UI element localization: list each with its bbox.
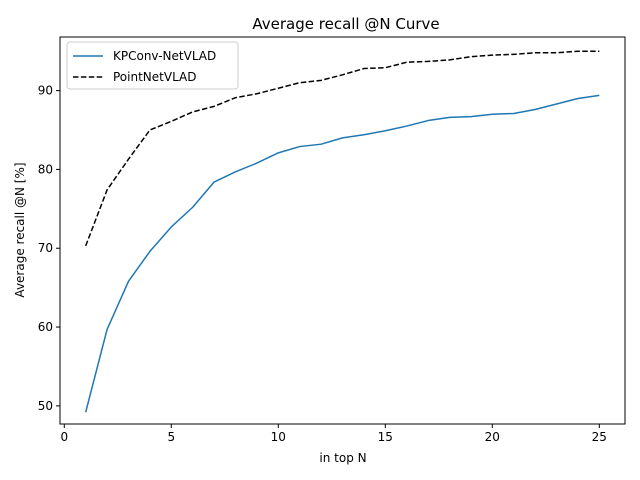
plot-lines — [84, 50, 600, 413]
x-tick-label: 0 — [60, 430, 68, 444]
y-axis-ticks: 50 60 70 80 90 — [38, 84, 60, 413]
y-tick-label: 80 — [38, 162, 53, 176]
y-tick-label: 50 — [38, 399, 53, 413]
plot-frame — [59, 36, 626, 425]
x-axis-label: in top N — [319, 451, 366, 465]
x-tick-label: 20 — [485, 430, 500, 444]
y-axis-label: Average recall @N [%] — [13, 162, 27, 297]
series-line-pointnetvlad — [84, 50, 600, 247]
legend-label-pointnetvlad: PointNetVLAD — [113, 70, 196, 84]
chart-title: Average recall @N Curve — [252, 15, 439, 33]
x-tick-label: 25 — [592, 430, 607, 444]
y-tick-label: 90 — [38, 84, 53, 98]
legend-label-kpconv: KPConv-NetVLAD — [113, 49, 216, 63]
series-line-kpconv-netvlad — [84, 94, 600, 413]
legend: KPConv-NetVLAD PointNetVLAD — [66, 41, 239, 90]
y-tick-label: 60 — [38, 320, 53, 334]
y-tick-label: 70 — [38, 241, 53, 255]
x-tick-label: 5 — [167, 430, 175, 444]
legend-box — [66, 41, 239, 90]
x-tick-label: 15 — [378, 430, 393, 444]
x-tick-label: 10 — [271, 430, 286, 444]
x-axis-ticks: 0 5 10 15 20 25 — [60, 424, 607, 444]
